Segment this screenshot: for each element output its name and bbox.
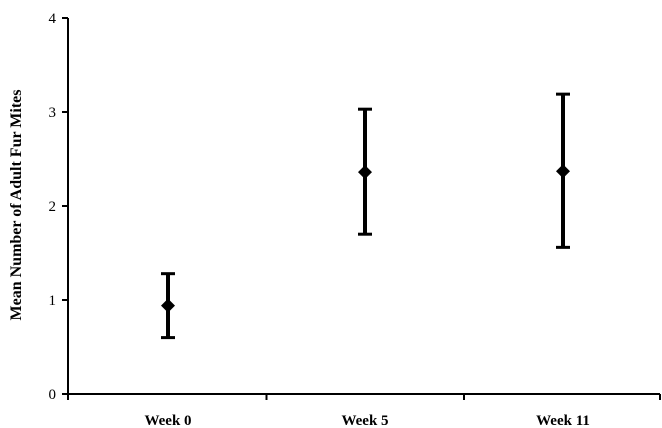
y-tick-label: 0 xyxy=(49,387,57,403)
y-tick-label: 4 xyxy=(49,11,57,27)
y-tick-label: 2 xyxy=(49,199,57,215)
x-category-label: Week 11 xyxy=(536,413,590,428)
y-tick-label: 3 xyxy=(49,105,57,121)
data-marks xyxy=(161,92,570,340)
x-category-label: Week 5 xyxy=(341,413,388,428)
axes: 0 1 2 3 4 Week 0 Week 5 Week 11 xyxy=(49,11,661,428)
data-point-diamond xyxy=(556,164,570,179)
y-axis-title: Mean Number of Adult Fur Mites xyxy=(8,90,25,321)
data-point-diamond xyxy=(358,165,372,180)
x-category-label: Week 0 xyxy=(144,413,191,428)
y-tick-label: 1 xyxy=(49,293,57,309)
data-point-diamond xyxy=(161,298,175,313)
